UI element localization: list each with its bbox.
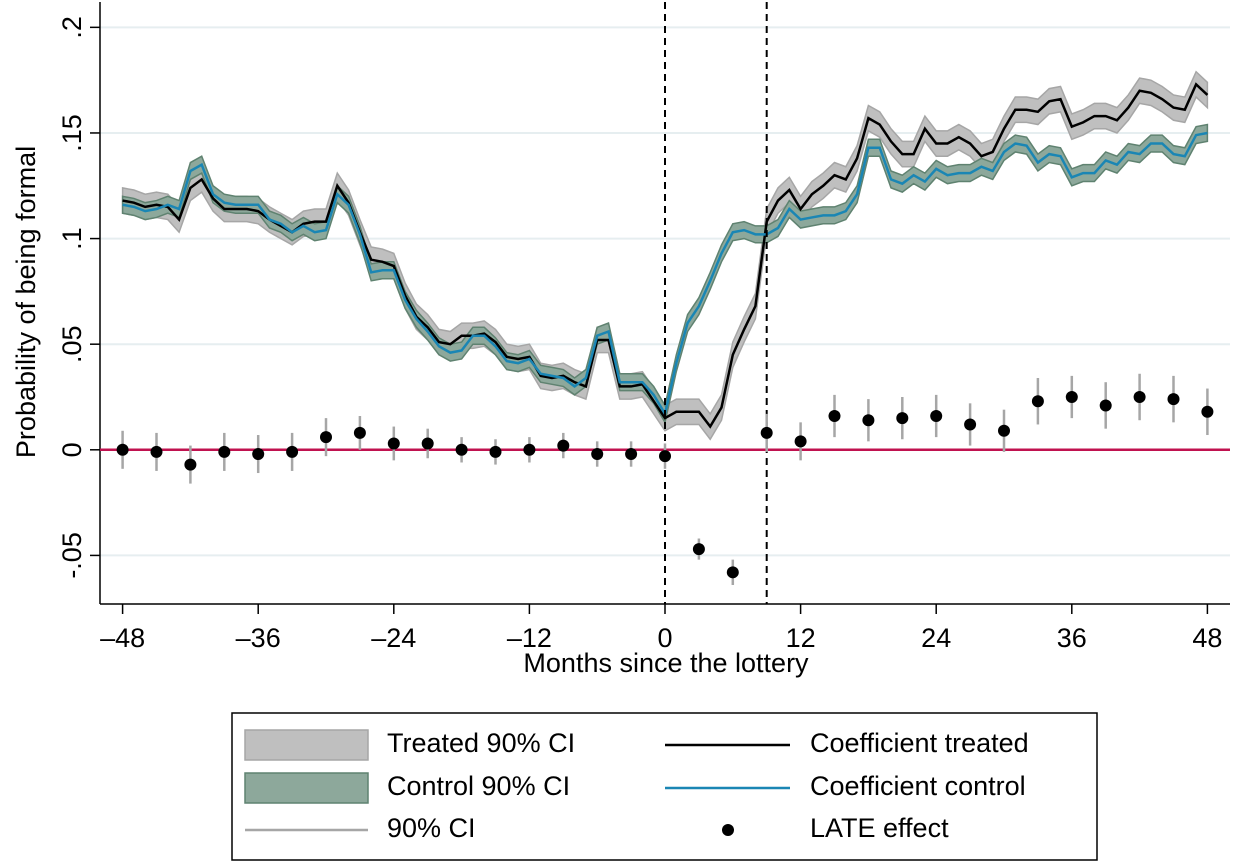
late-point xyxy=(455,443,468,456)
y-tick-label: .1 xyxy=(57,227,87,250)
x-tick-label: –48 xyxy=(100,623,145,653)
legend-label: LATE effect xyxy=(810,813,949,843)
late-point xyxy=(964,418,977,431)
late-point xyxy=(116,443,129,456)
late-point xyxy=(760,426,773,439)
y-tick-label: .15 xyxy=(57,114,87,152)
late-point xyxy=(489,445,502,458)
ci-band xyxy=(121,70,1209,441)
late-point xyxy=(1167,393,1180,406)
late-point xyxy=(726,566,739,579)
y-tick-label: 0 xyxy=(57,442,87,457)
late-point xyxy=(1065,390,1078,403)
ci-band xyxy=(121,123,1209,425)
legend-swatch xyxy=(722,824,734,836)
late-point xyxy=(1099,399,1112,412)
late-point xyxy=(184,458,197,471)
late-point xyxy=(353,426,366,439)
late-point xyxy=(1133,390,1146,403)
late-point xyxy=(1201,405,1214,418)
late-point xyxy=(998,424,1010,437)
x-axis-label: Months since the lottery xyxy=(523,648,809,678)
late-point xyxy=(218,445,231,458)
x-tick-label: 24 xyxy=(921,623,951,653)
late-point xyxy=(557,439,570,452)
x-tick-label: –12 xyxy=(507,623,552,653)
late-point xyxy=(692,543,705,556)
late-point xyxy=(320,431,332,444)
late-point xyxy=(591,448,604,461)
x-tick-label: 36 xyxy=(1057,623,1087,653)
late-point xyxy=(150,445,163,458)
late-point xyxy=(862,414,875,427)
late-point xyxy=(252,448,265,461)
late-point xyxy=(387,437,400,450)
coefficient-line xyxy=(122,82,1209,429)
legend-swatch xyxy=(244,729,369,761)
late-point xyxy=(1031,395,1044,408)
x-tick-label: –24 xyxy=(371,623,416,653)
legend-box xyxy=(231,712,1098,861)
legend-label: Coefficient control xyxy=(810,771,1026,801)
legend-label: Control 90% CI xyxy=(387,771,570,801)
late-point xyxy=(659,450,671,463)
y-tick-label: -.05 xyxy=(57,532,87,579)
legend-label: Treated 90% CI xyxy=(387,728,575,758)
legend-label: 90% CI xyxy=(387,813,476,843)
late-point xyxy=(896,412,909,425)
x-tick-label: 48 xyxy=(1192,623,1222,653)
x-tick-label: –36 xyxy=(236,623,281,653)
late-point xyxy=(828,410,841,423)
legend-swatch xyxy=(244,772,369,804)
y-tick-label: .2 xyxy=(57,16,87,39)
y-axis-label: Probability of being formal xyxy=(11,146,41,458)
late-point xyxy=(286,445,299,458)
x-tick-label: 0 xyxy=(657,623,672,653)
x-tick-label: 12 xyxy=(786,623,816,653)
late-point xyxy=(625,448,638,461)
late-point xyxy=(523,443,536,456)
late-point xyxy=(930,410,943,423)
late-point xyxy=(794,435,807,448)
legend-label: Coefficient treated xyxy=(810,728,1029,758)
late-point xyxy=(421,437,434,450)
y-tick-label: .05 xyxy=(57,325,87,363)
